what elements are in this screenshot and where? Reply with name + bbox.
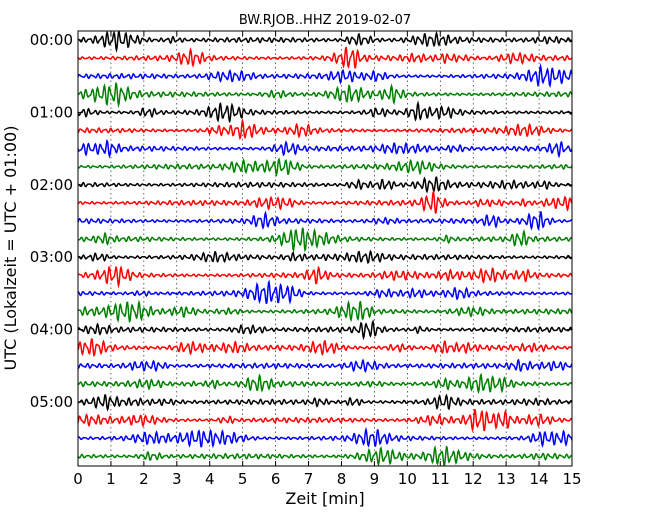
seismic-trace xyxy=(77,393,573,412)
y-axis-label: UTC (Lokalzeit = UTC + 01:00) xyxy=(1,126,20,371)
seismic-trace xyxy=(77,319,573,341)
seismic-trace xyxy=(77,63,573,89)
x-tick-label: 14 xyxy=(530,470,549,488)
seismic-trace xyxy=(77,426,573,449)
seismic-trace xyxy=(77,265,573,289)
y-tick-label: 04:00 xyxy=(30,321,73,339)
seismic-trace xyxy=(77,279,573,305)
seismic-trace xyxy=(77,358,573,373)
seismic-trace xyxy=(77,30,573,53)
seismic-trace xyxy=(77,189,573,215)
x-tick-label: 2 xyxy=(139,470,149,488)
x-ticks: 0 1 2 3 4 5 6 7 8 9 10 11 12 13 14 15 xyxy=(73,31,582,488)
seismic-trace xyxy=(77,249,573,265)
seismic-trace xyxy=(77,227,573,254)
plot-frame xyxy=(77,30,573,467)
y-tick-label: 03:00 xyxy=(30,248,73,266)
seismic-trace xyxy=(77,117,573,141)
x-axis-label: Zeit [min] xyxy=(285,489,364,508)
seismic-trace xyxy=(77,444,573,467)
y-tick-label: 05:00 xyxy=(30,393,73,411)
grid-lines xyxy=(110,31,540,466)
seismic-trace xyxy=(77,299,573,324)
x-tick-label: 6 xyxy=(271,470,281,488)
seismic-trace xyxy=(77,81,573,109)
seismic-trace xyxy=(77,139,573,159)
seismic-trace xyxy=(77,46,573,69)
x-tick-label: 9 xyxy=(370,470,380,488)
x-tick-label: 1 xyxy=(106,470,116,488)
y-ticks: 00:00 01:00 02:00 03:00 04:00 05:00 xyxy=(30,31,572,411)
seismic-trace xyxy=(77,210,573,231)
x-tick-label: 12 xyxy=(464,470,483,488)
x-tick-label: 3 xyxy=(172,470,182,488)
y-tick-label: 02:00 xyxy=(30,176,73,194)
x-tick-label: 0 xyxy=(73,470,83,488)
x-tick-label: 8 xyxy=(337,470,347,488)
seismic-trace xyxy=(77,372,573,395)
seismic-trace xyxy=(77,338,573,358)
x-tick-label: 4 xyxy=(205,470,215,488)
seismic-traces xyxy=(77,30,573,467)
x-tick-label: 11 xyxy=(431,470,450,488)
x-tick-label: 15 xyxy=(562,470,581,488)
chart-title: BW.RJOB..HHZ 2019-02-07 xyxy=(239,13,411,28)
x-tick-label: 5 xyxy=(238,470,248,488)
y-tick-label: 00:00 xyxy=(30,31,73,49)
seismic-trace xyxy=(77,176,573,194)
seismic-trace xyxy=(77,157,573,177)
seismic-trace xyxy=(77,100,573,124)
x-tick-label: 10 xyxy=(398,470,417,488)
x-tick-label: 13 xyxy=(497,470,516,488)
y-tick-label: 01:00 xyxy=(30,103,73,121)
x-tick-label: 7 xyxy=(304,470,314,488)
seismic-trace xyxy=(77,408,573,433)
